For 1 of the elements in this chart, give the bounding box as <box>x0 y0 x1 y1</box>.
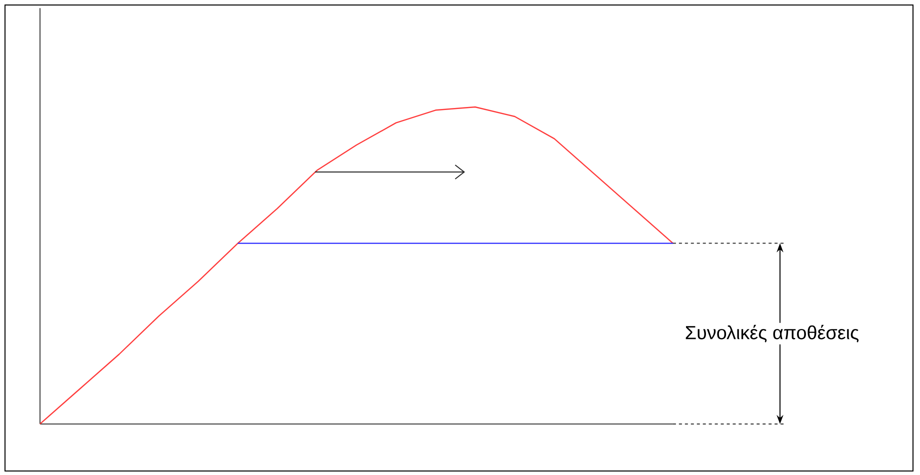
text: Συνολικές αποθέσεις <box>686 324 859 342</box>
